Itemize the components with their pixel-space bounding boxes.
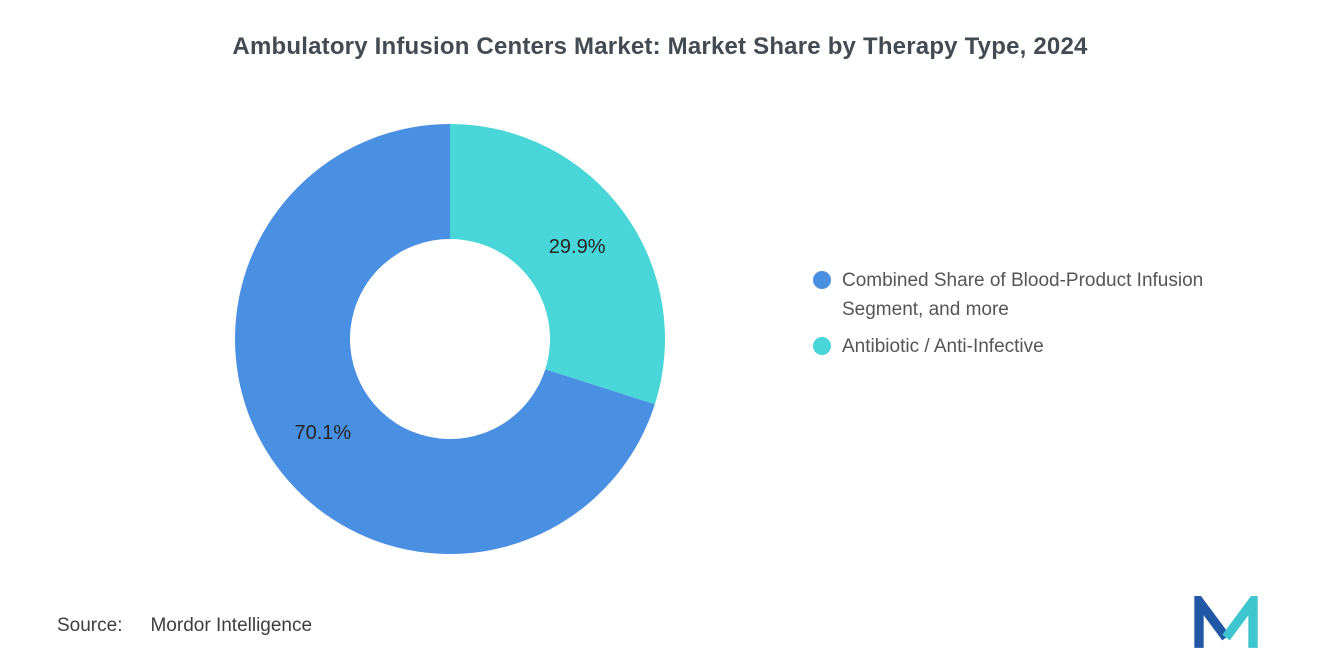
legend-dot-icon — [813, 271, 831, 289]
legend-item-0[interactable]: Combined Share of Blood-Product Infusion… — [813, 266, 1253, 324]
source-line: Source: Mordor Intelligence — [57, 615, 312, 637]
slice-label-0: 70.1% — [295, 422, 352, 444]
chart-title: Ambulatory Infusion Centers Market: Mark… — [232, 33, 1088, 60]
mordor-intelligence-logo — [1194, 587, 1258, 650]
legend-dot-icon — [813, 337, 831, 355]
logo-right-stroke — [1222, 587, 1258, 648]
source-label: Source: — [57, 615, 123, 636]
logo-left-stroke — [1194, 587, 1230, 648]
slice-label-1: 29.9% — [549, 236, 606, 258]
chart-legend: Combined Share of Blood-Product Infusion… — [813, 266, 1253, 369]
pie-slice-0[interactable] — [235, 124, 655, 554]
legend-item-label: Antibiotic / Anti-Infective — [842, 336, 1044, 357]
mordor-logo-icon — [1194, 587, 1258, 648]
donut-chart-svg: 70.1% 29.9% — [235, 124, 665, 554]
source-value: Mordor Intelligence — [150, 615, 313, 636]
legend-item-1[interactable]: Antibiotic / Anti-Infective — [813, 332, 1253, 361]
donut-chart: 70.1% 29.9% — [230, 119, 670, 559]
pie-slice-1[interactable] — [450, 124, 665, 405]
legend-item-label: Combined Share of Blood-Product Infusion… — [842, 270, 1204, 320]
